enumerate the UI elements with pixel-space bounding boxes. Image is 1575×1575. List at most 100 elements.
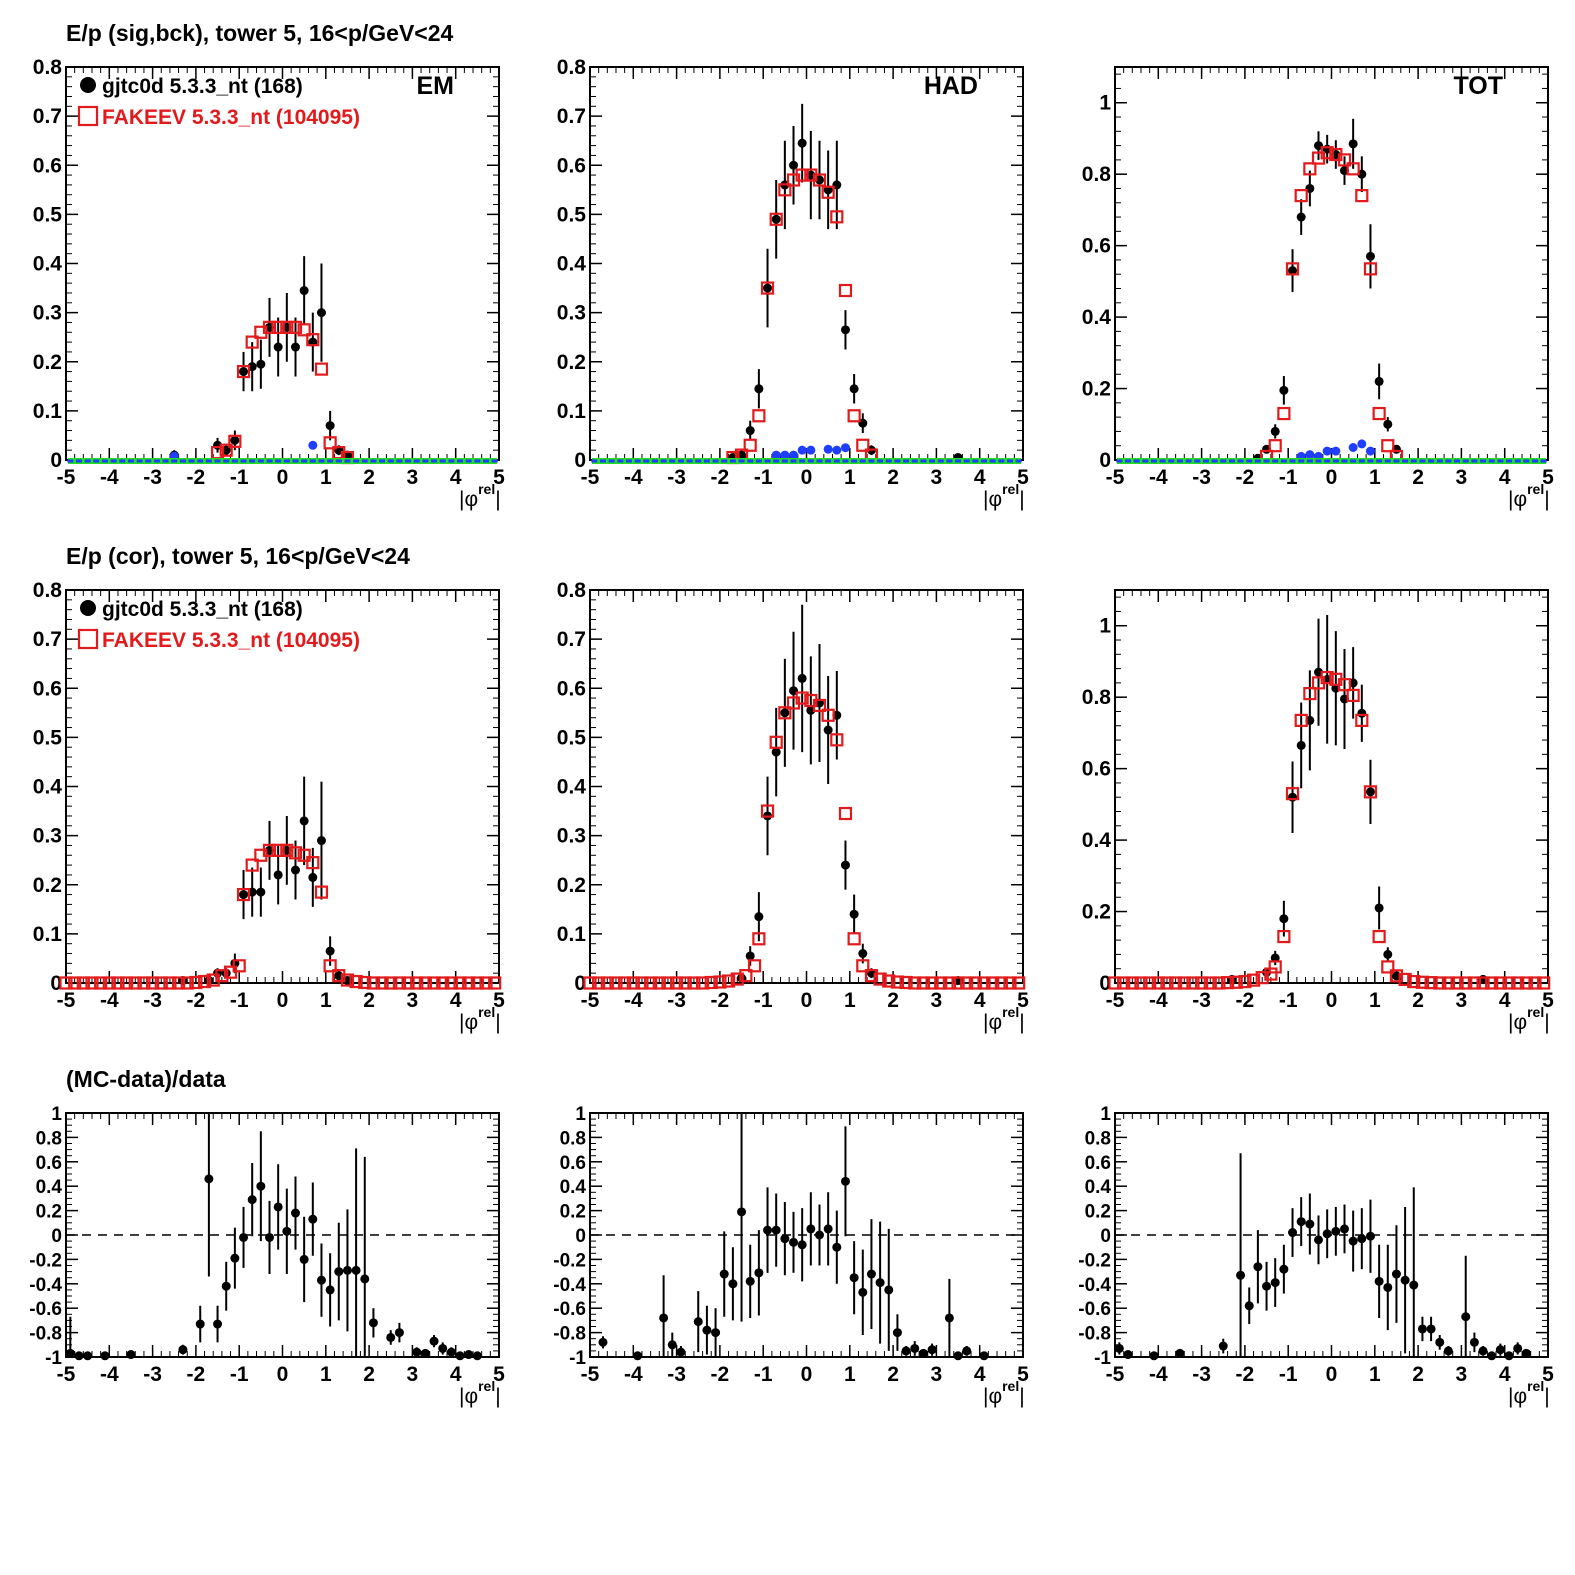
mc-point	[146, 976, 160, 990]
data-point	[962, 1346, 972, 1356]
mc-point	[812, 173, 827, 187]
mc-point	[1268, 439, 1282, 453]
y-tick-label: 0.2	[36, 1202, 62, 1223]
panel-cor_tot: -5 -4 -3 -2 -1 0 1 2 3 4 5|φrel| 0 0.2 0.4 0.6 0.8 1	[1082, 589, 1554, 1034]
mc-point	[427, 976, 441, 990]
data-point	[979, 1351, 989, 1361]
data-point	[420, 1348, 430, 1358]
data-point	[1339, 1224, 1349, 1234]
x-tick-label: 2	[887, 1363, 899, 1386]
data-point	[1357, 708, 1367, 718]
mc-point	[1203, 976, 1217, 990]
mc-point	[847, 932, 861, 946]
data-point	[265, 1232, 275, 1242]
data-point	[1296, 740, 1306, 750]
mc-point	[1355, 713, 1369, 728]
background-blue-point	[797, 445, 807, 455]
mc-point	[245, 335, 259, 349]
data-point	[429, 1336, 439, 1346]
y-tick-label: 0.8	[1082, 686, 1112, 709]
data-point	[342, 1265, 352, 1275]
y-tick-label: 0.4	[1082, 829, 1112, 852]
data-point	[797, 1240, 807, 1250]
x-tick-label: 1	[844, 1363, 856, 1386]
data-point	[1383, 1282, 1393, 1292]
mc-point	[1398, 972, 1412, 987]
x-axis-label: |φrel|	[983, 481, 1025, 511]
data-point	[771, 1225, 781, 1235]
mc-point	[1285, 262, 1300, 276]
y-tick-label: 0.4	[557, 776, 587, 799]
mc-point	[297, 848, 311, 862]
mc-point	[280, 320, 294, 334]
mc-point	[392, 976, 407, 990]
panel-sig_tot: -5 -4 -3 -2 -1 0 1 2 3 4 5|φrel| 0 0.2 0.4 0.6 0.8 1 TOT	[1082, 66, 1554, 511]
mc-point	[236, 887, 251, 902]
data-point	[1288, 792, 1298, 802]
x-tick-label: -4	[1149, 1363, 1168, 1386]
mc-point	[453, 976, 467, 990]
mc-point	[1012, 976, 1026, 990]
data-point	[1400, 1275, 1410, 1285]
mc-point	[180, 976, 194, 990]
mc-point	[1125, 976, 1139, 990]
mc-point	[68, 976, 82, 990]
data-point	[239, 1232, 249, 1242]
data-point	[763, 283, 773, 293]
mc-point	[1363, 785, 1378, 799]
mc-point	[219, 443, 233, 457]
mc-point	[1246, 973, 1261, 987]
mc-point	[960, 976, 974, 990]
legend-mc-label: FAKEEV 5.3.3_nt (104095)	[102, 629, 360, 652]
y-tick-label: 0.4	[33, 253, 63, 276]
data-point	[299, 816, 309, 826]
mc-point	[661, 976, 675, 990]
panel-label: HAD	[924, 72, 978, 100]
data-point	[1357, 1234, 1367, 1244]
mc-point	[323, 959, 337, 973]
background-blue-point	[1331, 446, 1341, 456]
data-point	[1288, 266, 1298, 276]
data-point	[1279, 1264, 1289, 1274]
y-tick-label: 0.6	[33, 677, 62, 700]
y-tick-label: -0.8	[553, 1324, 586, 1345]
data-point	[892, 1328, 902, 1338]
y-tick-label: 0.5	[33, 203, 63, 226]
x-tick-label: 1	[1369, 466, 1381, 489]
mc-point	[488, 976, 502, 990]
data-point	[1279, 914, 1289, 924]
y-tick-label: 0.8	[557, 579, 587, 602]
y-tick-label: -0.6	[1078, 1299, 1111, 1320]
data-point	[438, 1343, 448, 1353]
y-tick-label: 0.4	[36, 1177, 63, 1198]
data-point	[806, 1224, 816, 1234]
x-tick-label: -1	[754, 989, 773, 1012]
mc-point	[760, 804, 775, 818]
data-point	[745, 951, 755, 961]
data-point	[1478, 1346, 1488, 1356]
data-point	[1365, 787, 1375, 797]
mc-point	[752, 932, 766, 946]
x-tick-label: 3	[1456, 466, 1468, 489]
data-point	[334, 1267, 344, 1277]
mc-point	[262, 843, 277, 857]
data-point	[745, 426, 755, 436]
data-point	[1495, 1345, 1505, 1355]
data-point	[1383, 949, 1393, 959]
mc-point	[1441, 976, 1456, 990]
x-tick-label: -2	[187, 466, 206, 489]
data-point	[351, 1265, 361, 1275]
x-tick-label: 5	[1542, 466, 1554, 489]
data-point	[195, 1319, 205, 1329]
data-point	[464, 1350, 474, 1360]
x-axis-label: |φrel|	[1508, 481, 1550, 511]
y-tick-label: 0.7	[33, 105, 62, 128]
mc-point	[111, 976, 125, 990]
data-point	[204, 1174, 214, 1184]
mc-point	[652, 976, 666, 990]
mc-point	[349, 974, 363, 989]
mc-point	[812, 698, 827, 713]
x-tick-label: -1	[754, 1363, 773, 1386]
legend-mc-marker	[77, 628, 99, 650]
mc-point	[197, 974, 212, 989]
